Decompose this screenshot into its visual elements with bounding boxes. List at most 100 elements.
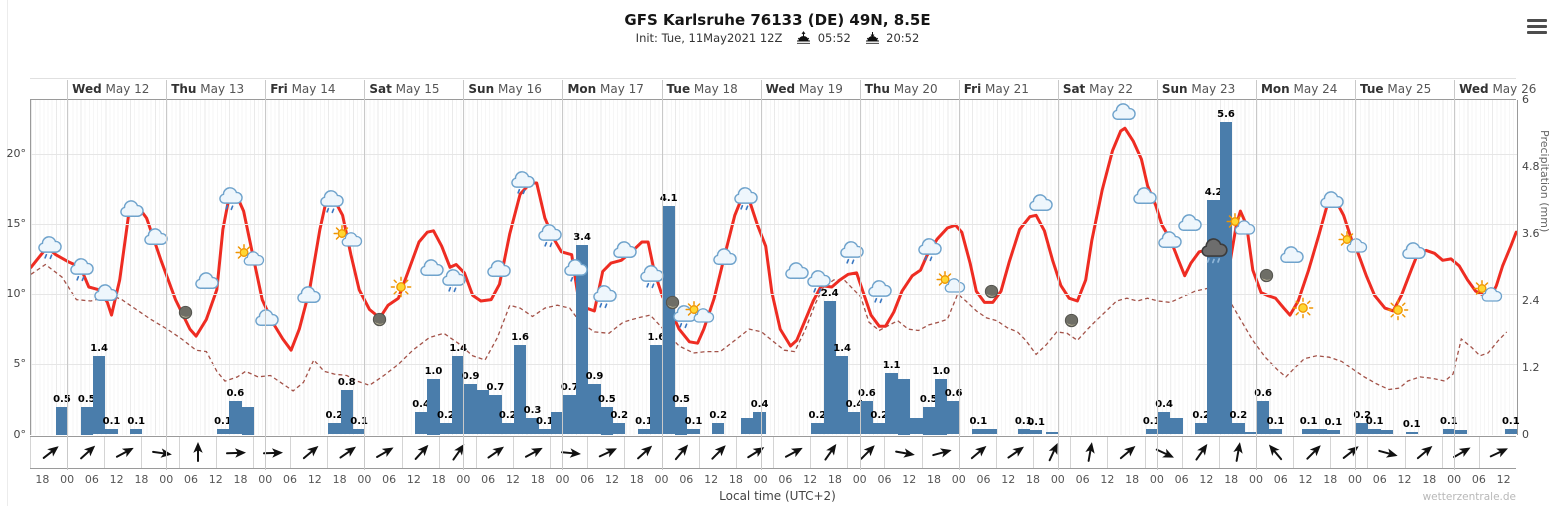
precip-bar-value: 0.3 bbox=[523, 404, 542, 416]
precip-bar-value: 0.4 bbox=[412, 399, 430, 411]
wind-arrow-icon bbox=[1085, 441, 1095, 462]
precip-bar bbox=[600, 406, 613, 435]
day-label: Wed May 12 bbox=[72, 82, 150, 96]
precip-tick-label: 4.8 bbox=[1522, 159, 1540, 173]
precip-bar bbox=[501, 423, 514, 435]
time-tick-label: 00 bbox=[1149, 473, 1164, 486]
precip-bar bbox=[229, 401, 242, 435]
precip-bar-value: 0.2 bbox=[808, 410, 827, 422]
precip-bar-value: 1.4 bbox=[90, 343, 108, 355]
precip-bar-value: 0.7 bbox=[486, 382, 505, 394]
time-tick-label: 06 bbox=[976, 473, 991, 486]
wind-arrow-icon bbox=[42, 445, 59, 459]
time-tick-label: 18 bbox=[1224, 473, 1239, 486]
time-tick-label: 00 bbox=[1348, 473, 1363, 486]
wind-arrow-icon bbox=[1453, 446, 1471, 458]
wind-barb-strip bbox=[30, 436, 1516, 469]
precip-bar bbox=[910, 417, 923, 435]
rain-cloud-icon bbox=[732, 187, 759, 212]
time-tick-label: 18 bbox=[1422, 473, 1437, 486]
day-label: Sun May 23 bbox=[1161, 82, 1236, 96]
precip-bar bbox=[835, 356, 849, 435]
precip-bar-value: 0.4 bbox=[1155, 399, 1173, 411]
plot-area: 0.5 0.5 1.4 0.1 0.1 0.1 0.6 0.2 0.8 0.1 0.4 1.0 0.2 1… bbox=[30, 100, 1520, 435]
wind-arrow-icon bbox=[1119, 445, 1136, 459]
wind-arrow-icon bbox=[1007, 446, 1025, 459]
precip-bar bbox=[55, 406, 69, 435]
precip-bar bbox=[1219, 122, 1233, 435]
wind-arrow-icon bbox=[263, 447, 284, 458]
cloud-icon bbox=[295, 286, 322, 305]
time-tick-label: 18 bbox=[530, 473, 545, 486]
wind-cell bbox=[215, 437, 254, 468]
dewpoint-curve bbox=[31, 263, 1508, 392]
precip-bar-value: 0.2 bbox=[325, 410, 344, 422]
wind-arrow-icon bbox=[747, 446, 765, 458]
precip-bar bbox=[1327, 430, 1340, 435]
page-title: GFS Karlsruhe 76133 (DE) 49N, 8.5E bbox=[624, 11, 931, 29]
precip-bar-value: 0.1 bbox=[1142, 415, 1161, 427]
wind-arrow-icon bbox=[1305, 444, 1321, 460]
time-tick-label: 00 bbox=[951, 473, 966, 486]
time-tick-label: 18 bbox=[629, 473, 644, 486]
wind-cell bbox=[364, 437, 402, 468]
precip-bar-value: 0.5 bbox=[77, 393, 96, 405]
temp-gridline bbox=[31, 294, 1517, 295]
wind-arrow-icon bbox=[1048, 442, 1058, 461]
time-tick-label: 00 bbox=[852, 473, 867, 486]
wind-cell bbox=[1255, 437, 1294, 468]
time-tick-label: 06 bbox=[778, 473, 793, 486]
day-boundary-line bbox=[364, 80, 366, 470]
precip-bar bbox=[1145, 428, 1158, 435]
precip-bar bbox=[1504, 428, 1517, 435]
sun-icon bbox=[390, 276, 412, 298]
time-tick-label: 12 bbox=[1496, 473, 1511, 486]
precip-bar bbox=[947, 401, 960, 435]
precip-bar bbox=[897, 378, 911, 435]
moon-icon bbox=[178, 305, 193, 320]
precip-bar-value: 0.1 bbox=[1014, 415, 1033, 427]
wind-cell bbox=[512, 437, 551, 468]
wind-arrow-icon bbox=[152, 447, 172, 458]
precip-bar-value: 1.6 bbox=[511, 332, 529, 344]
sun-cloud-icon bbox=[333, 225, 363, 249]
time-tick-label: 18 bbox=[827, 473, 842, 486]
wind-cell bbox=[1330, 437, 1368, 468]
precip-bar bbox=[687, 428, 700, 435]
precip-bar bbox=[934, 378, 948, 435]
time-tick-label: 00 bbox=[357, 473, 372, 486]
precip-bar bbox=[753, 412, 766, 435]
precip-bar-value: 0.1 bbox=[1440, 415, 1458, 427]
precip-bar bbox=[575, 244, 589, 435]
day-boundary-line bbox=[1255, 80, 1257, 470]
sun-cloud-icon bbox=[1338, 231, 1368, 255]
time-tick-label: 00 bbox=[456, 473, 471, 486]
precip-bar bbox=[811, 423, 824, 435]
time-tick-label: 00 bbox=[258, 473, 273, 486]
time-tick-label: 06 bbox=[679, 473, 694, 486]
precip-bar-value: 0.1 bbox=[214, 415, 232, 427]
precip-bar-value: 3.4 bbox=[573, 231, 591, 243]
day-boundary-line bbox=[562, 80, 564, 470]
precip-bar bbox=[216, 428, 230, 435]
precip-tick-label: 6 bbox=[1522, 93, 1529, 106]
precip-bar-value: 2.4 bbox=[820, 287, 839, 299]
cloud-icon bbox=[711, 248, 738, 267]
precip-bar bbox=[1256, 401, 1270, 435]
rain-cloud-icon bbox=[916, 238, 943, 263]
precip-bar-value: 0.4 bbox=[750, 399, 769, 411]
precip-bar-value: 1.6 bbox=[647, 332, 666, 344]
day-boundary-line bbox=[1355, 80, 1357, 470]
day-label: Sat May 22 bbox=[1062, 82, 1134, 96]
wind-cell bbox=[810, 437, 848, 468]
precip-bar-value: 0.1 bbox=[127, 415, 146, 427]
day-label: Wed May 19 bbox=[765, 82, 843, 96]
precip-bar-value: 1.0 bbox=[932, 365, 951, 377]
precip-bar-value: 5.6 bbox=[1217, 109, 1235, 121]
wind-cell bbox=[773, 437, 811, 468]
hamburger-menu-icon[interactable] bbox=[1527, 19, 1547, 36]
precip-bar-value: 0.1 bbox=[1365, 415, 1384, 427]
day-boundary-line bbox=[1454, 80, 1456, 470]
x-axis-title: Local time (UTC+2) bbox=[719, 489, 836, 503]
